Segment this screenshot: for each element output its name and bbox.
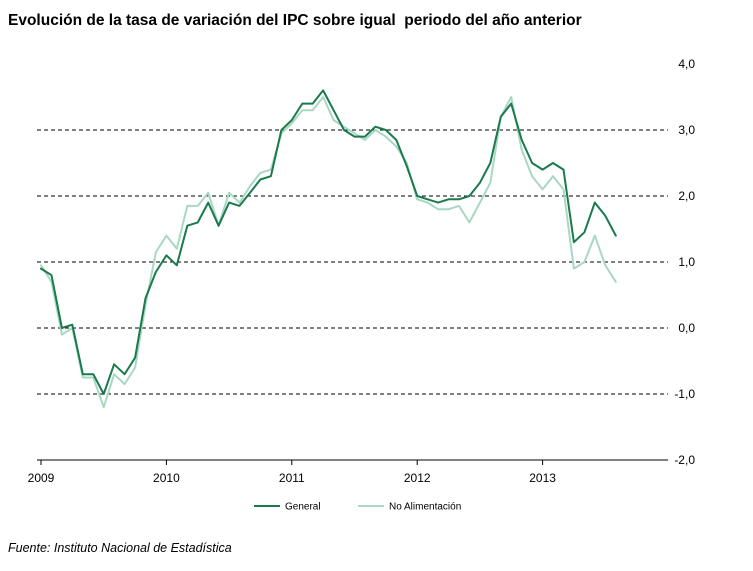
y-tick-label: 2,0 [678,189,695,203]
legend: General No Alimentación [254,502,461,513]
chart-title: Evolución de la tasa de variación del IP… [8,12,582,29]
x-tick-label: 2012 [404,471,431,485]
y-tick-label: 1,0 [678,255,695,269]
y-tick-label: 3,0 [678,123,695,137]
series-line-general [40,89,617,395]
x-tick-label: 2010 [153,471,180,485]
y-tick-label: 4,0 [678,57,695,71]
x-tick-label: 2013 [529,471,556,485]
series-line-no-alimentacion [40,96,617,409]
legend-label: No Alimentación [389,502,461,513]
x-tick-label: 2009 [28,471,55,485]
y-ticks: 4,0 3,0 2,0 1,0 0,0 -1,0 -2,0 [674,57,695,467]
x-tick-label: 2011 [279,471,305,485]
y-tick-label: 0,0 [678,321,695,335]
legend-label: General [285,502,321,513]
y-tick-label: -2,0 [674,453,695,467]
x-ticks: 2009 2010 2011 2012 2013 [28,460,556,485]
source-note: Fuente: Instituto Nacional de Estadístic… [8,541,232,555]
series-group [40,89,617,409]
y-tick-label: -1,0 [674,387,695,401]
